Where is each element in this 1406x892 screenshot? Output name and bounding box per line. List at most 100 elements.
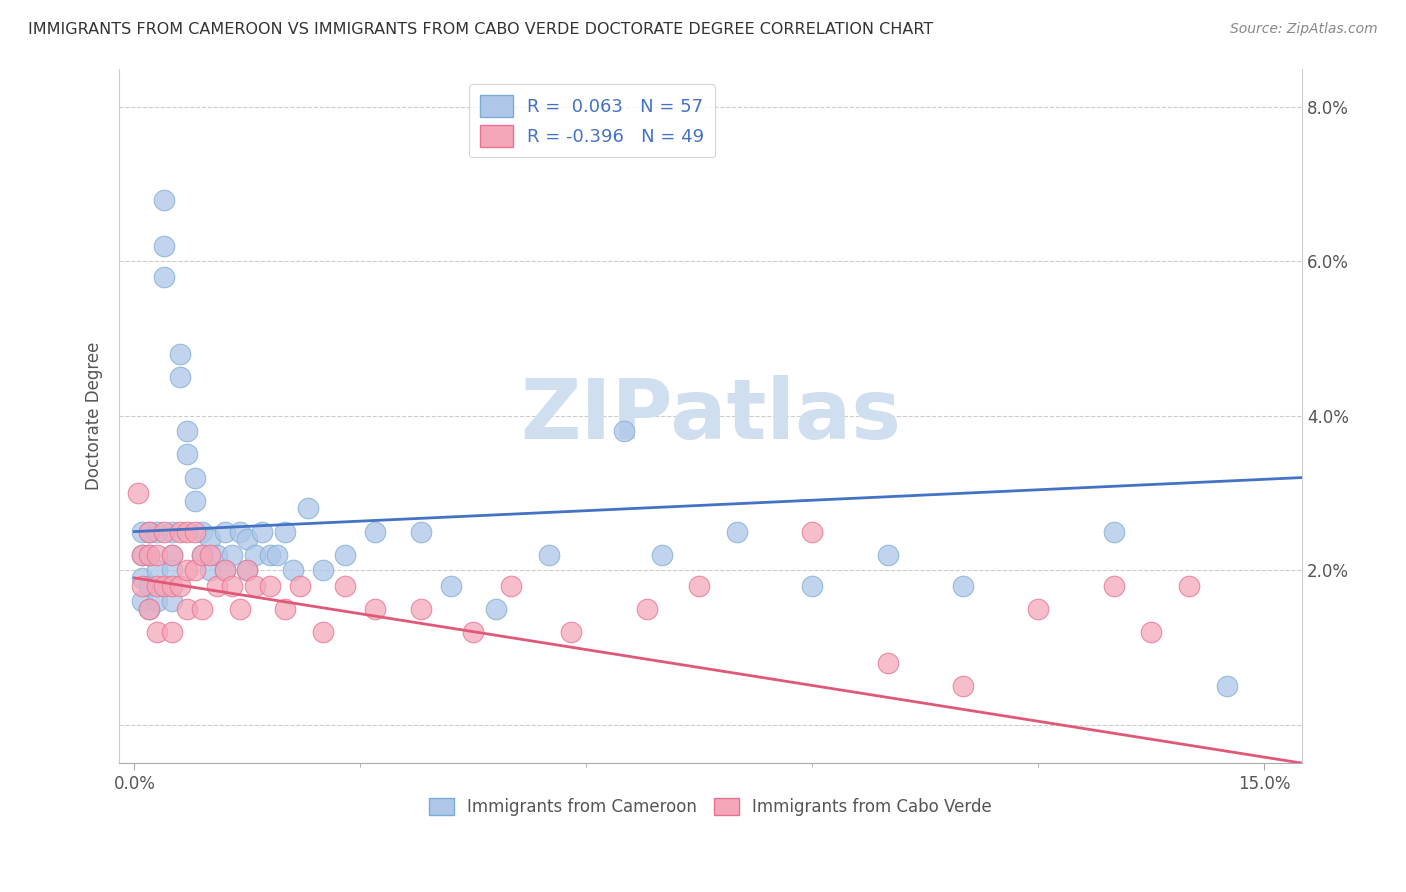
Point: [146, 524, 169, 539]
Point: [169, 579, 191, 593]
Point: [160, 579, 183, 593]
Point: [801, 524, 824, 539]
Point: [138, 548, 160, 562]
Point: [1102, 524, 1125, 539]
Point: [176, 524, 198, 539]
Point: [876, 656, 898, 670]
Point: [440, 579, 463, 593]
Point: [183, 524, 205, 539]
Point: [153, 269, 176, 284]
Point: [131, 548, 153, 562]
Point: [183, 470, 205, 484]
Text: ZIPatlas: ZIPatlas: [520, 376, 901, 457]
Point: [560, 624, 582, 639]
Point: [214, 563, 236, 577]
Point: [205, 579, 228, 593]
Point: [364, 524, 387, 539]
Point: [266, 548, 288, 562]
Point: [138, 524, 160, 539]
Point: [243, 548, 266, 562]
Point: [243, 579, 266, 593]
Point: [688, 579, 710, 593]
Point: [801, 579, 824, 593]
Point: [364, 601, 387, 615]
Y-axis label: Doctorate Degree: Doctorate Degree: [86, 342, 103, 490]
Point: [952, 679, 974, 693]
Point: [183, 493, 205, 508]
Point: [499, 579, 522, 593]
Point: [176, 424, 198, 438]
Point: [146, 548, 169, 562]
Point: [485, 601, 508, 615]
Point: [153, 524, 176, 539]
Point: [183, 563, 205, 577]
Point: [311, 563, 333, 577]
Point: [229, 601, 252, 615]
Point: [409, 524, 432, 539]
Point: [146, 579, 169, 593]
Point: [214, 563, 236, 577]
Point: [651, 548, 673, 562]
Point: [288, 579, 311, 593]
Point: [138, 579, 160, 593]
Point: [229, 524, 252, 539]
Point: [160, 624, 183, 639]
Point: [409, 601, 432, 615]
Point: [146, 624, 169, 639]
Point: [236, 563, 259, 577]
Point: [131, 579, 153, 593]
Point: [169, 370, 191, 384]
Point: [153, 193, 176, 207]
Point: [191, 601, 214, 615]
Point: [138, 601, 160, 615]
Point: [1140, 624, 1163, 639]
Point: [613, 424, 636, 438]
Point: [131, 548, 153, 562]
Point: [138, 548, 160, 562]
Point: [138, 524, 160, 539]
Point: [169, 347, 191, 361]
Point: [169, 524, 191, 539]
Point: [160, 548, 183, 562]
Point: [176, 447, 198, 461]
Point: [221, 579, 243, 593]
Point: [281, 563, 304, 577]
Point: [160, 563, 183, 577]
Point: [131, 571, 153, 585]
Text: IMMIGRANTS FROM CAMEROON VS IMMIGRANTS FROM CABO VERDE DOCTORATE DEGREE CORRELAT: IMMIGRANTS FROM CAMEROON VS IMMIGRANTS F…: [28, 22, 934, 37]
Point: [198, 548, 221, 562]
Point: [160, 594, 183, 608]
Point: [191, 548, 214, 562]
Point: [131, 524, 153, 539]
Point: [176, 563, 198, 577]
Point: [259, 579, 281, 593]
Point: [176, 601, 198, 615]
Point: [311, 624, 333, 639]
Point: [127, 486, 149, 500]
Point: [131, 594, 153, 608]
Point: [725, 524, 748, 539]
Point: [198, 533, 221, 547]
Point: [198, 563, 221, 577]
Point: [1215, 679, 1237, 693]
Point: [1026, 601, 1049, 615]
Point: [537, 548, 560, 562]
Point: [214, 524, 236, 539]
Text: Source: ZipAtlas.com: Source: ZipAtlas.com: [1230, 22, 1378, 37]
Point: [191, 548, 214, 562]
Point: [297, 501, 319, 516]
Point: [153, 239, 176, 253]
Point: [191, 524, 214, 539]
Point: [1178, 579, 1201, 593]
Point: [236, 563, 259, 577]
Point: [205, 548, 228, 562]
Point: [160, 524, 183, 539]
Point: [221, 548, 243, 562]
Point: [274, 601, 297, 615]
Point: [274, 524, 297, 539]
Point: [146, 594, 169, 608]
Legend: Immigrants from Cameroon, Immigrants from Cabo Verde: Immigrants from Cameroon, Immigrants fro…: [420, 789, 1001, 824]
Point: [153, 579, 176, 593]
Point: [160, 548, 183, 562]
Point: [636, 601, 658, 615]
